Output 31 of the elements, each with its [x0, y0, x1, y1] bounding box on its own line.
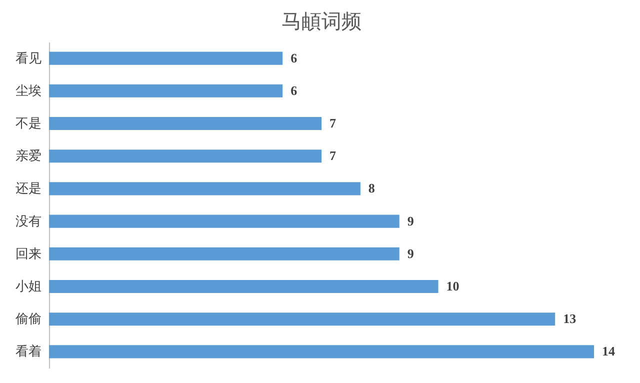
- y-tick-label: 看着: [16, 344, 42, 359]
- y-tick-label: 没有: [16, 213, 42, 228]
- data-label: 10: [446, 278, 460, 294]
- data-label: 6: [290, 50, 298, 66]
- data-label: 9: [407, 213, 414, 228]
- bar: [49, 116, 322, 130]
- data-label: 8: [368, 180, 376, 196]
- data-label: 7: [330, 148, 336, 164]
- bar: [49, 345, 594, 358]
- bar: [49, 52, 283, 65]
- y-tick-label: 还是: [16, 180, 42, 196]
- y-tick-label: 回来: [16, 246, 42, 261]
- chart-title: 马頔词频: [282, 11, 362, 33]
- bar: [49, 182, 360, 196]
- data-label: 13: [563, 311, 577, 326]
- data-label: 9: [407, 246, 414, 261]
- bar: [49, 247, 400, 260]
- bar: [49, 280, 438, 294]
- y-tick-label: 不是: [16, 116, 42, 130]
- y-tick-label: 偷偷: [16, 311, 42, 326]
- data-label: 6: [290, 82, 298, 98]
- y-tick-label: 尘埃: [16, 82, 42, 98]
- data-label: 14: [602, 344, 616, 359]
- bar: [49, 312, 556, 326]
- bar: [49, 214, 400, 228]
- y-tick-label: 小姐: [16, 278, 42, 294]
- data-label: 7: [330, 116, 336, 130]
- y-tick-label: 亲爱: [16, 148, 42, 164]
- bar: [49, 84, 283, 98]
- y-tick-label: 看见: [16, 50, 42, 66]
- bar: [49, 150, 322, 163]
